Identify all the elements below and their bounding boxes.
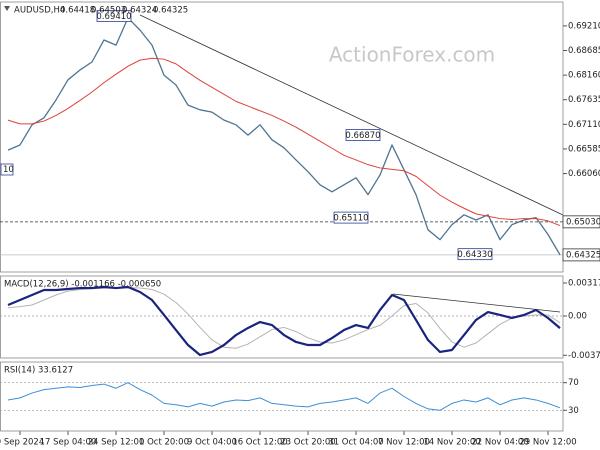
- header-value: 0.64503: [91, 6, 126, 16]
- current-label: 0.64325: [566, 250, 600, 260]
- y-tick-label: 0.003175: [568, 279, 600, 289]
- series-line: [7, 382, 561, 411]
- y-tick-label: 0.69210: [568, 21, 600, 31]
- price-annotation: 0.64330: [457, 250, 492, 260]
- series-line: [7, 57, 561, 227]
- x-tick-label: 22 Nov 04:00: [471, 438, 528, 448]
- price-annotation-box: [457, 248, 493, 261]
- level-label: 0.65030: [566, 217, 600, 227]
- left-label-box: [0, 163, 14, 176]
- divergence-line: [392, 293, 561, 313]
- x-tick-label: 23 Oct 20:00: [280, 438, 335, 448]
- price-annotation-box: [333, 211, 369, 224]
- y-tick-label: 0.68160: [568, 71, 600, 81]
- current-box: [562, 248, 600, 262]
- symbol-icon: [4, 6, 10, 11]
- price-annotation: 0.65110: [333, 214, 368, 224]
- y-tick-label: 0.66585: [568, 144, 600, 154]
- y-tick-label: 70: [568, 378, 579, 388]
- y-tick-label: 0.67635: [568, 95, 600, 105]
- panel-frame: [0, 1, 564, 273]
- y-tick-label: 0.68685: [568, 46, 600, 56]
- left-label: 10: [3, 165, 14, 175]
- series-line: [7, 285, 561, 357]
- header-value: 0.64325: [153, 6, 188, 16]
- x-tick-label: 7 Nov 12:00: [378, 438, 430, 448]
- panel-title: MACD(12,26,9) -0.001166 -0.000650: [4, 280, 161, 290]
- panel-title: RSI(14) 33.6127: [4, 366, 73, 376]
- trend-line: [139, 14, 564, 216]
- price-annotation-box: [96, 10, 132, 22]
- y-tick-label: 0.00: [568, 312, 587, 322]
- header-value: 0.64418: [60, 6, 95, 16]
- panel-title: AUDUSD,H4: [14, 6, 65, 16]
- x-tick-label: 9 Oct 04:00: [187, 438, 237, 448]
- y-tick-label: 0.66060: [568, 169, 600, 179]
- watermark: ActionForex.com: [329, 43, 495, 67]
- series-line: [7, 17, 561, 256]
- x-tick-label: 1 Oct 20:00: [139, 438, 189, 448]
- x-tick-label: 31 Oct 04:00: [328, 438, 383, 448]
- price-annotation-box: [345, 129, 381, 141]
- y-tick-label: 30: [568, 406, 579, 416]
- x-tick-label: 24 Sep 12:00: [88, 438, 145, 448]
- x-tick-label: 17 Sep 04:00: [40, 438, 97, 448]
- x-tick-label: 16 Oct 12:00: [232, 438, 287, 448]
- x-tick-label: 14 Nov 20:00: [423, 438, 480, 448]
- header-value: 0.64324: [122, 6, 157, 16]
- level-box: [562, 215, 600, 229]
- panel-frame: [0, 361, 564, 432]
- price-annotation: 0.66870: [345, 131, 380, 141]
- panel-frame: [0, 275, 564, 359]
- x-tick-label: 9 Sep 2024: [0, 438, 44, 448]
- price-annotation: 0.69410: [96, 12, 131, 22]
- x-tick-label: 29 Nov 12:00: [519, 438, 576, 448]
- y-tick-label: 0.67110: [568, 120, 600, 130]
- y-tick-label: -0.00378: [568, 351, 600, 361]
